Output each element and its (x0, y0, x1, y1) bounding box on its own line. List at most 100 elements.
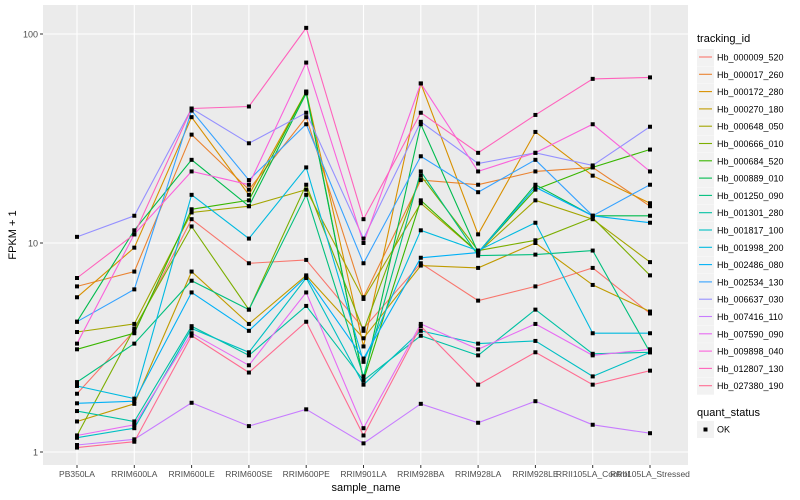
legend-item: Hb_001998_200 (697, 239, 784, 257)
data-point-Hb_000666_010 (361, 328, 366, 333)
legend-item: Hb_007416_110 (697, 308, 783, 326)
data-point-Hb_001301_280 (476, 353, 481, 358)
data-point-Hb_001998_200 (189, 192, 194, 197)
x-tick-label: RRIM928LE (512, 469, 559, 479)
legend-label: Hb_000889_010 (717, 174, 784, 184)
legend-label: Hb_001817_100 (717, 226, 784, 236)
y-tick-label: 100 (23, 30, 38, 40)
data-point-Hb_000270_180 (189, 269, 194, 274)
data-point-Hb_001817_100 (189, 326, 194, 331)
data-point-Hb_000172_280 (590, 173, 595, 178)
data-point-Hb_009898_040 (75, 341, 79, 346)
legend-label: OK (717, 425, 730, 435)
data-point-Hb_000172_280 (476, 232, 481, 237)
data-point-Hb_000270_180 (75, 419, 79, 424)
data-point-Hb_007590_090 (533, 321, 538, 326)
data-point-Hb_000666_010 (648, 273, 652, 278)
legend-label: Hb_002486_080 (717, 260, 784, 270)
series-points (75, 25, 652, 450)
legend-label: Hb_001998_200 (717, 243, 784, 253)
data-point-Hb_000270_180 (648, 309, 652, 314)
legend-item: Hb_009898_040 (697, 343, 784, 361)
legend-item: Hb_000666_010 (697, 135, 784, 153)
data-point-Hb_002534_130 (75, 319, 79, 324)
legend-label: Hb_012807_130 (717, 364, 784, 374)
data-point-Hb_012807_130 (533, 112, 538, 117)
data-point-Hb_012807_130 (189, 106, 194, 111)
data-point-Hb_000666_010 (590, 215, 595, 220)
data-point-Hb_002534_130 (246, 178, 251, 183)
data-point-Hb_001817_100 (246, 350, 251, 355)
data-point-Hb_001250_090 (476, 253, 481, 258)
legend-title: tracking_id (697, 33, 750, 45)
legend-item: Hb_000648_050 (697, 118, 784, 136)
data-point-Hb_009898_040 (648, 169, 652, 174)
data-point-Hb_009898_040 (590, 122, 595, 127)
data-point-Hb_012807_130 (246, 104, 251, 109)
data-point-Hb_006637_030 (476, 161, 481, 166)
data-point-Hb_000270_180 (476, 265, 481, 270)
legend-item: Hb_000270_180 (697, 100, 784, 118)
data-point-Hb_001250_090 (75, 380, 79, 385)
data-point-Hb_007416_110 (132, 437, 137, 442)
x-tick-label: RRIM600PE (283, 469, 331, 479)
data-point-Hb_000648_050 (304, 187, 309, 192)
legend-label: Hb_009898_040 (717, 347, 784, 357)
data-point-Hb_012807_130 (132, 232, 137, 237)
data-point-Hb_000017_260 (418, 178, 423, 183)
x-tick-label: RRIM600LE (168, 469, 215, 479)
data-point-Hb_000684_520 (418, 198, 423, 203)
data-point-Hb_001998_200 (361, 359, 366, 364)
data-point-Hb_002534_130 (132, 287, 137, 292)
data-point-Hb_000172_280 (648, 201, 652, 206)
data-point-Hb_000270_180 (533, 241, 538, 245)
point-legend-title: quant_status (697, 407, 760, 419)
data-point-Hb_000684_520 (132, 331, 137, 336)
legend-item: Hb_002534_130 (697, 273, 784, 291)
data-point-Hb_000666_010 (418, 173, 423, 178)
y-axis-title: FPKM + 1 (7, 210, 19, 259)
data-point-Hb_006637_030 (132, 213, 137, 218)
data-point-Hb_000017_260 (533, 169, 538, 174)
data-point-Hb_000684_520 (189, 207, 194, 212)
data-point-Hb_002486_080 (361, 356, 366, 361)
x-axis-title: sample_name (331, 482, 400, 494)
x-tick-label: RRIM600LA (111, 469, 158, 479)
point-legend-item: OK (697, 421, 730, 438)
data-point-Hb_006637_030 (648, 124, 652, 129)
data-point-Hb_012807_130 (361, 217, 366, 222)
data-point-Hb_001301_280 (533, 307, 538, 312)
legend-item: Hb_000684_520 (697, 152, 784, 170)
data-point-Hb_000889_010 (418, 122, 423, 127)
data-point-Hb_012807_130 (418, 110, 423, 115)
data-point-Hb_000009_520 (246, 261, 251, 266)
data-point-Hb_006637_030 (418, 119, 423, 124)
data-point-Hb_007416_110 (75, 443, 79, 448)
data-point-Hb_000684_520 (533, 187, 538, 192)
data-point-Hb_027380_190 (476, 382, 481, 387)
data-point-Hb_000017_260 (189, 132, 194, 137)
data-point-Hb_000648_050 (533, 198, 538, 203)
legend: tracking_id Hb_000009_520 Hb_000017_260 Hb… (697, 33, 784, 438)
data-point-Hb_000017_260 (304, 115, 309, 120)
y-tick-label: 1 (33, 448, 38, 458)
data-point-Hb_007590_090 (476, 347, 481, 352)
data-point-Hb_000172_280 (361, 344, 366, 349)
data-point-Hb_027380_190 (361, 433, 366, 438)
data-point-Hb_027380_190 (189, 333, 194, 338)
data-point-Hb_001998_200 (246, 236, 251, 241)
legend-item: Hb_002486_080 (697, 256, 784, 274)
data-point-Hb_000172_280 (132, 245, 137, 250)
data-point-Hb_009898_040 (533, 150, 538, 155)
data-point-Hb_000889_010 (533, 182, 538, 187)
data-point-Hb_001301_280 (189, 324, 194, 329)
data-point-Hb_002534_130 (533, 157, 538, 162)
data-point-Hb_012807_130 (476, 150, 481, 155)
data-point-Hb_000172_280 (75, 295, 79, 300)
legend-label: Hb_002534_130 (717, 277, 784, 287)
data-point-Hb_001250_090 (590, 248, 595, 253)
legend-item: Hb_001250_090 (697, 187, 784, 205)
data-point-Hb_000889_010 (648, 213, 652, 218)
legend-item: Hb_006637_030 (697, 291, 784, 309)
data-point-Hb_027380_190 (533, 350, 538, 355)
